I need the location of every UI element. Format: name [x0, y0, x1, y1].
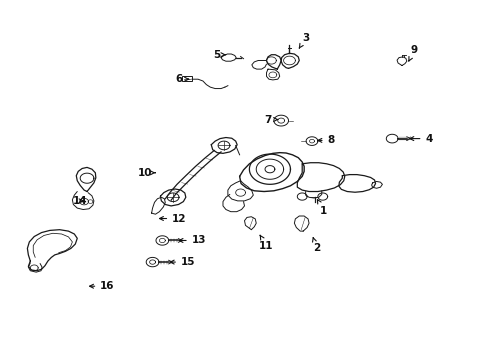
Text: 12: 12: [159, 213, 186, 224]
Text: 10: 10: [138, 168, 155, 178]
Text: 13: 13: [179, 235, 206, 246]
Text: 6: 6: [175, 74, 188, 84]
Text: 2: 2: [312, 238, 320, 253]
Text: 15: 15: [170, 257, 195, 267]
Text: 4: 4: [409, 134, 432, 144]
Text: 5: 5: [212, 50, 225, 60]
Text: 3: 3: [299, 33, 309, 48]
Text: 8: 8: [317, 135, 334, 145]
Text: 14: 14: [72, 196, 87, 206]
Text: 9: 9: [408, 45, 417, 61]
Text: 11: 11: [259, 235, 273, 251]
Text: 7: 7: [264, 114, 277, 125]
Text: 16: 16: [89, 281, 115, 291]
Text: 1: 1: [317, 200, 327, 216]
